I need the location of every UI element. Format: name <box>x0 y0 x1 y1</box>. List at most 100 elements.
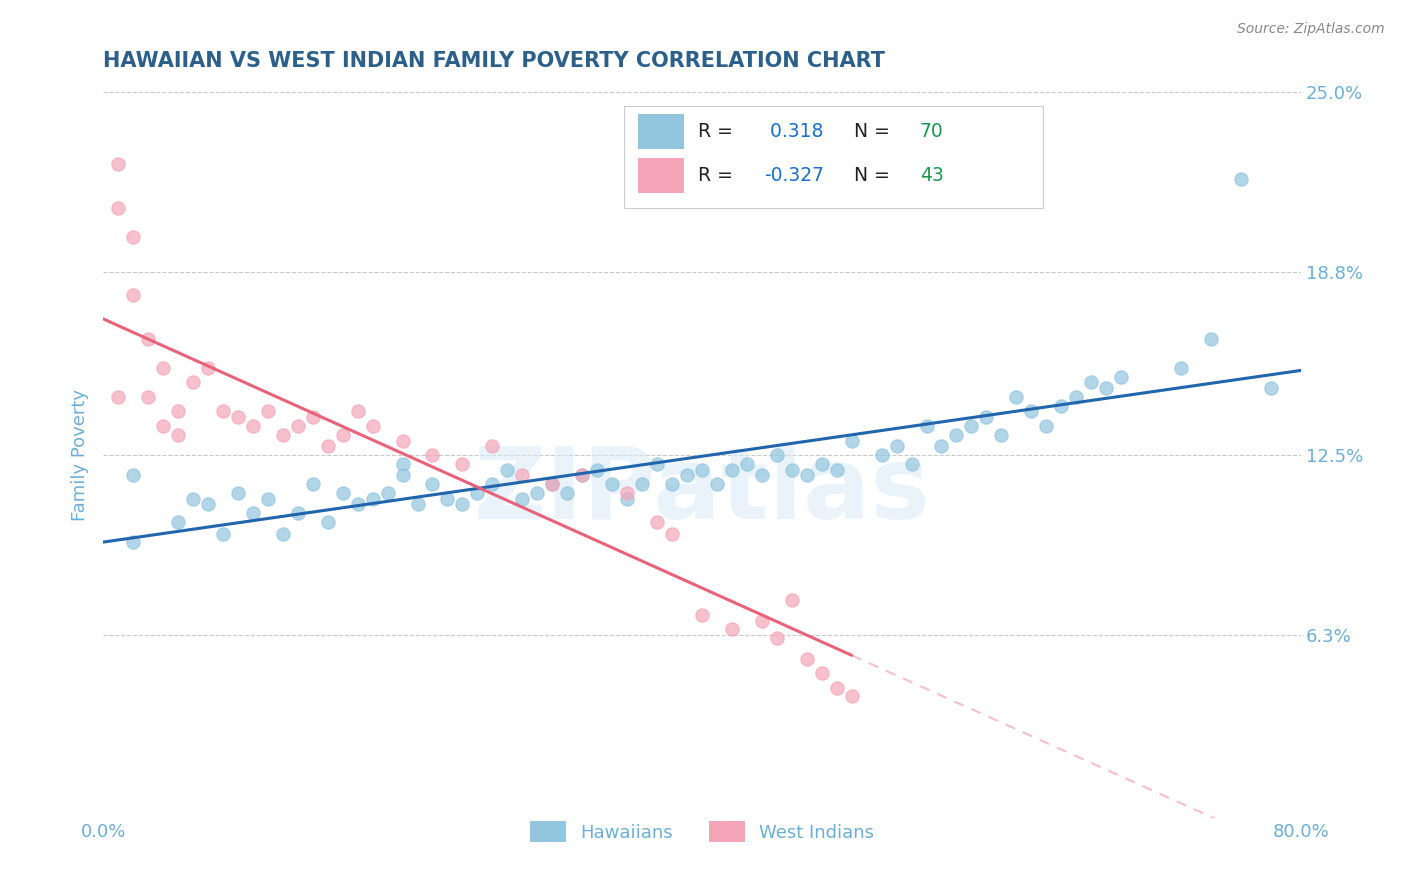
Point <box>287 419 309 434</box>
Point <box>136 390 159 404</box>
Point <box>510 468 533 483</box>
Point <box>226 486 249 500</box>
Point <box>960 419 983 434</box>
Point <box>256 491 278 506</box>
Point <box>1199 332 1222 346</box>
Point <box>645 457 668 471</box>
Point <box>616 486 638 500</box>
FancyBboxPatch shape <box>638 158 683 193</box>
Point <box>136 332 159 346</box>
Point <box>152 360 174 375</box>
Point <box>510 491 533 506</box>
Point <box>841 434 863 448</box>
Point <box>1230 172 1253 186</box>
Point <box>1260 381 1282 395</box>
Point <box>451 498 474 512</box>
Point <box>526 486 548 500</box>
Point <box>990 427 1012 442</box>
Point <box>301 477 323 491</box>
Point <box>900 457 922 471</box>
Point <box>1005 390 1028 404</box>
Point <box>1064 390 1087 404</box>
Point <box>377 486 399 500</box>
Point <box>765 631 787 645</box>
Text: Source: ZipAtlas.com: Source: ZipAtlas.com <box>1237 22 1385 37</box>
Point <box>751 468 773 483</box>
Point <box>555 486 578 500</box>
Point <box>721 623 744 637</box>
Point <box>122 230 145 244</box>
Point <box>287 506 309 520</box>
Point <box>1035 419 1057 434</box>
Point <box>1080 376 1102 390</box>
Point <box>541 477 564 491</box>
Point <box>810 457 832 471</box>
Point <box>481 439 503 453</box>
Point <box>780 462 803 476</box>
Point <box>825 462 848 476</box>
Point <box>197 498 219 512</box>
Point <box>976 410 998 425</box>
Point <box>661 477 683 491</box>
Point <box>242 506 264 520</box>
FancyBboxPatch shape <box>624 106 1043 208</box>
Text: HAWAIIAN VS WEST INDIAN FAMILY POVERTY CORRELATION CHART: HAWAIIAN VS WEST INDIAN FAMILY POVERTY C… <box>103 51 886 70</box>
Point <box>690 462 713 476</box>
Point <box>541 477 564 491</box>
Point <box>1170 360 1192 375</box>
Point <box>780 593 803 607</box>
Point <box>496 462 519 476</box>
Point <box>391 434 413 448</box>
Point <box>661 526 683 541</box>
Point <box>690 607 713 622</box>
Point <box>436 491 458 506</box>
Point <box>841 690 863 704</box>
Point <box>631 477 654 491</box>
Point <box>571 468 593 483</box>
Point <box>915 419 938 434</box>
Text: 43: 43 <box>920 166 943 185</box>
Point <box>361 491 384 506</box>
Point <box>391 468 413 483</box>
Point <box>931 439 953 453</box>
Point <box>107 390 129 404</box>
Text: 70: 70 <box>920 122 943 141</box>
Text: N =: N = <box>853 166 896 185</box>
Point <box>212 404 235 418</box>
Point <box>316 439 339 453</box>
Point <box>107 157 129 171</box>
Point <box>332 486 354 500</box>
Point <box>481 477 503 491</box>
Point <box>571 468 593 483</box>
Point <box>361 419 384 434</box>
Point <box>212 526 235 541</box>
Point <box>346 498 368 512</box>
Point <box>645 515 668 529</box>
Point <box>451 457 474 471</box>
Point <box>751 614 773 628</box>
Point <box>122 288 145 302</box>
Point <box>301 410 323 425</box>
Point <box>332 427 354 442</box>
Point <box>870 448 893 462</box>
Point <box>616 491 638 506</box>
Point <box>122 535 145 549</box>
Point <box>796 468 818 483</box>
Point <box>706 477 728 491</box>
FancyBboxPatch shape <box>638 114 683 149</box>
Text: N =: N = <box>853 122 896 141</box>
Point <box>226 410 249 425</box>
Point <box>167 515 190 529</box>
Point <box>181 376 204 390</box>
Point <box>197 360 219 375</box>
Point <box>1095 381 1118 395</box>
Point <box>122 468 145 483</box>
Point <box>765 448 787 462</box>
Y-axis label: Family Poverty: Family Poverty <box>72 389 89 521</box>
Point <box>422 477 444 491</box>
Point <box>945 427 967 442</box>
Point <box>391 457 413 471</box>
Point <box>242 419 264 434</box>
Point <box>825 681 848 695</box>
Point <box>600 477 623 491</box>
